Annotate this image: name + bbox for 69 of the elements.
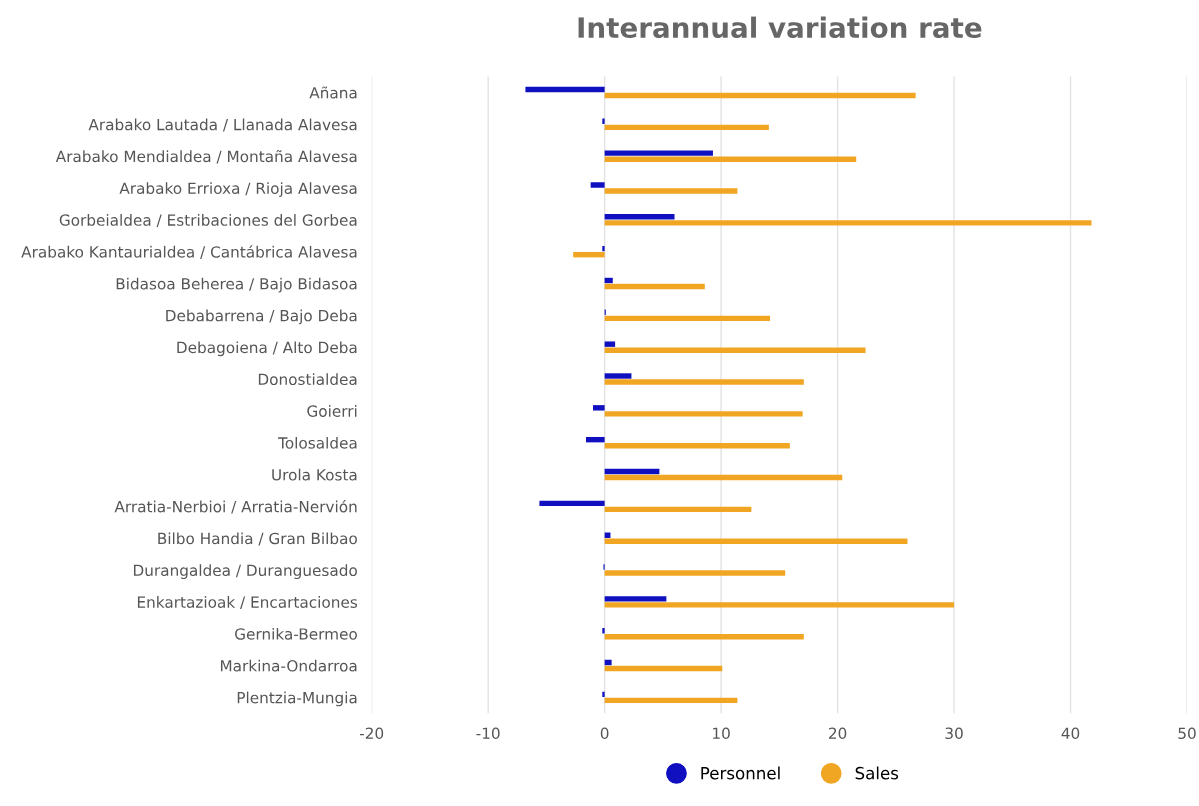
y-tick-label: Donostialdea (258, 373, 357, 386)
x-tick-label: 30 (945, 727, 963, 740)
x-tick-label: 40 (1061, 727, 1080, 740)
x-tick-label: -20 (359, 727, 384, 740)
bar (602, 118, 605, 125)
y-tick-label: Arratia-Nerbioi / Arratia-Nervión (114, 499, 357, 514)
bar (604, 373, 632, 379)
bar (604, 602, 955, 608)
bar (604, 570, 786, 576)
y-tick-label: Markina-Ondarroa (220, 659, 357, 672)
bar (592, 405, 605, 411)
x-tick-label: 0 (600, 727, 609, 740)
chart-title: Interannual variation rate (578, 16, 982, 39)
y-tick-label: Debagoiena / Alto Deba (177, 341, 357, 357)
bar (604, 634, 804, 640)
bar (604, 474, 843, 481)
y-tick-label: Añana (309, 86, 357, 99)
bar (604, 150, 713, 156)
y-tick-label: Goierri (307, 405, 357, 417)
bar (604, 379, 804, 385)
y-tick-label: Gernika-Bermeo (235, 627, 357, 640)
bar (604, 468, 660, 475)
bar (604, 124, 769, 131)
bar (604, 92, 916, 99)
bar (604, 315, 771, 322)
bar (604, 596, 667, 602)
bar (604, 156, 857, 162)
y-tick-label: Tolosaldea (278, 436, 357, 449)
y-tick-label: Bilbo Handia / Gran Bilbao (158, 532, 357, 546)
bar (604, 411, 803, 417)
bar (573, 251, 605, 258)
bar (604, 283, 705, 290)
bar (604, 532, 611, 538)
legend-label: Sales (855, 766, 899, 780)
bar (604, 214, 675, 220)
bar (604, 443, 790, 449)
y-tick-label: Urola Kosta (272, 468, 357, 481)
bar (586, 436, 605, 443)
y-tick-label: Enkartazioak / Encartaciones (137, 596, 358, 610)
bar (525, 86, 605, 93)
bar (604, 538, 908, 544)
bar (604, 188, 738, 194)
bar (604, 506, 752, 513)
y-tick-label: Arabako Errioxa / Rioja Alavesa (119, 182, 357, 197)
bar (604, 277, 613, 284)
bar (590, 182, 605, 188)
bar (604, 347, 866, 353)
x-tick-label: 20 (828, 727, 847, 740)
bar (602, 245, 605, 252)
y-tick-label: Plentzia-Mungia (237, 691, 357, 707)
y-tick-label: Durangaldea / Duranguesado (133, 564, 357, 580)
y-tick-label: Debabarrena / Bajo Deba (166, 309, 357, 325)
x-tick-label: -10 (476, 727, 500, 740)
y-tick-label: Gorbeialdea / Estribaciones del Gorbea (59, 214, 357, 228)
y-tick-label: Bidasoa Beherea / Bajo Bidasoa (116, 277, 357, 293)
bar (539, 500, 605, 507)
bar (602, 627, 605, 634)
bar (604, 341, 616, 347)
bar (604, 697, 738, 704)
legend-label: Personnel (701, 766, 780, 780)
bar (604, 665, 723, 672)
y-tick-label: Arabako Kantaurialdea / Cantábrica Alavesa (21, 245, 357, 259)
x-tick-label: 10 (713, 727, 730, 740)
y-tick-label: Arabako Mendialdea / Montaña Alavesa (55, 150, 357, 164)
y-tick-label: Arabako Lautada / Llanada Alavesa (88, 118, 357, 132)
bar (604, 220, 1092, 226)
x-tick-label: 50 (1178, 727, 1196, 740)
bar (602, 691, 605, 698)
bar (604, 659, 612, 666)
